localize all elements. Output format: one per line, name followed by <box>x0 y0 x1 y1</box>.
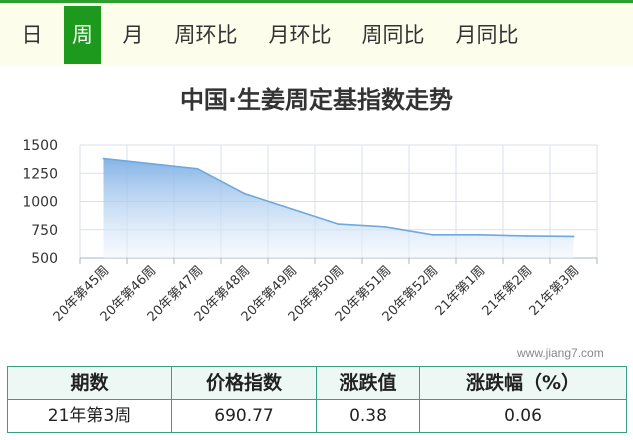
x-tick-label: 21年第3周 <box>527 263 583 319</box>
series-area <box>102 157 575 258</box>
tab-day[interactable]: 日 <box>21 23 43 47</box>
tab-week-year-on-year[interactable]: 周同比 <box>361 23 425 47</box>
cell-change-percent: 0.06 <box>504 406 542 426</box>
chart-title: 中国·生姜周定基指数走势 <box>179 86 454 114</box>
data-point <box>572 235 575 238</box>
x-axis: 20年第45周20年第46周20年第47周20年第48周20年第49周20年第5… <box>51 263 583 325</box>
y-tick-label: 500 <box>31 251 58 267</box>
y-tick-label: 1250 <box>22 166 58 182</box>
data-point <box>384 226 387 228</box>
data-point <box>196 167 199 170</box>
y-axis: 500 750 1000 1250 1500 <box>22 138 58 267</box>
index-summary-table: 期数 价格指数 涨跌值 涨跌幅（%） 21年第3周 690.77 0.38 0.… <box>7 366 627 433</box>
x-tick-label: 21年第1周 <box>433 263 489 319</box>
data-point <box>431 233 434 236</box>
data-point <box>243 192 246 195</box>
index-trend-chart: 500 750 1000 1250 1500 20年第45周20年第46周20年第47周… <box>22 138 598 325</box>
data-point <box>337 223 340 225</box>
data-point <box>290 207 293 210</box>
header-change-percent: 涨跌幅（%） <box>465 372 581 394</box>
series-area-fill <box>103 158 574 258</box>
y-tick-label: 750 <box>31 223 58 239</box>
data-point <box>525 235 528 237</box>
cell-price-index: 690.77 <box>172 400 317 432</box>
tab-month[interactable]: 月 <box>122 23 144 47</box>
header-change-value: 涨跌值 <box>317 367 420 399</box>
data-point <box>149 162 152 165</box>
data-point <box>478 233 481 236</box>
cell-period: 21年第3周 <box>8 400 172 432</box>
data-point <box>102 157 105 160</box>
tab-week-on-week[interactable]: 周环比 <box>174 23 238 47</box>
y-tick-label: 1500 <box>22 138 58 154</box>
table-row: 21年第3周 690.77 0.38 0.06 <box>8 400 626 432</box>
period-tab-bar: 日 周 月 周环比 月环比 周同比 月同比 <box>0 0 633 66</box>
x-tick-label: 21年第2周 <box>480 263 536 319</box>
cell-change-value: 0.38 <box>317 400 420 432</box>
tab-month-year-on-year[interactable]: 月同比 <box>455 23 519 47</box>
watermark: www.jiang7.com <box>517 346 604 360</box>
header-price-index: 价格指数 <box>172 367 317 399</box>
table-header: 期数 价格指数 涨跌值 涨跌幅（%） <box>8 367 626 400</box>
tab-week[interactable]: 周 <box>64 6 101 64</box>
header-period: 期数 <box>8 367 172 399</box>
y-tick-label: 1000 <box>22 195 58 211</box>
tab-month-on-month[interactable]: 月环比 <box>268 23 332 47</box>
